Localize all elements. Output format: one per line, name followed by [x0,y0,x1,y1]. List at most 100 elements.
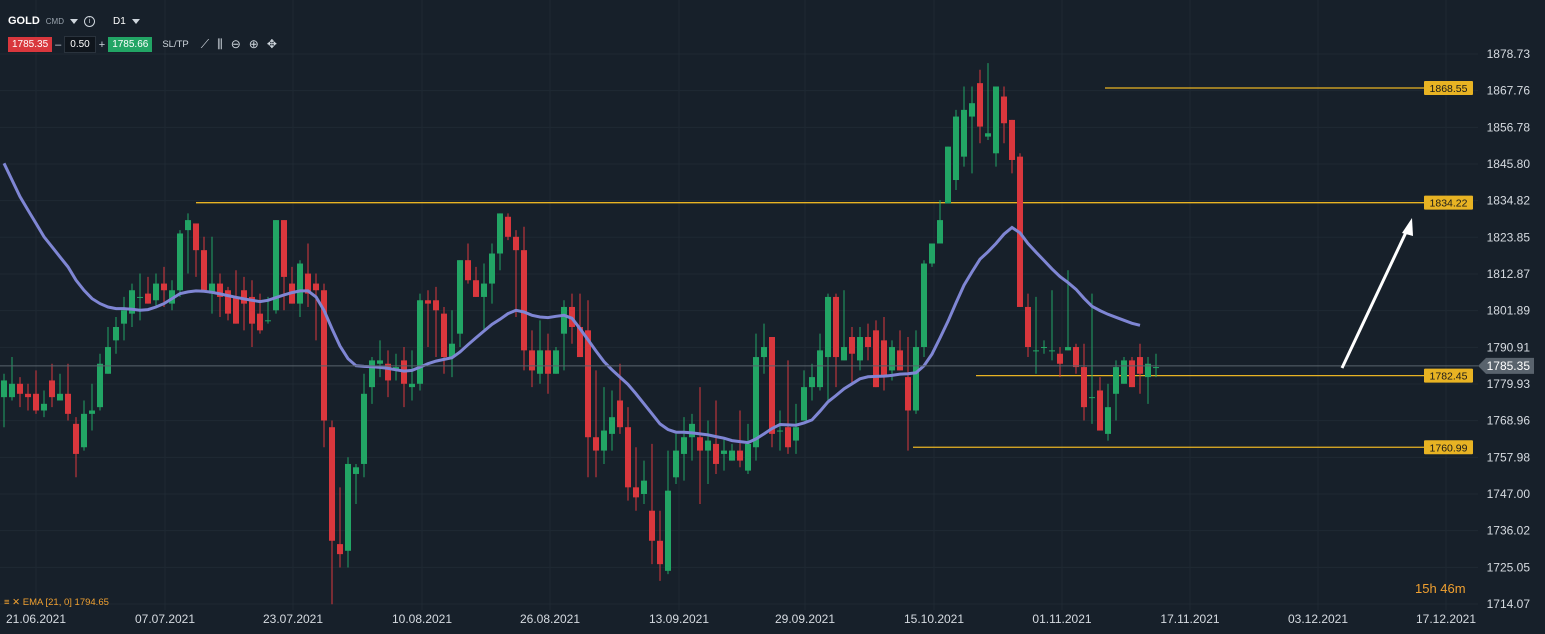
candle [257,293,263,334]
candle [153,273,159,307]
candle [121,296,127,341]
zoom-out-icon[interactable]: ⊖ [230,37,241,51]
candle [337,487,343,568]
candle [577,293,583,358]
candle [201,236,207,291]
candle [185,213,191,274]
candlesticks [1,63,1159,605]
candle [1113,360,1119,421]
info-icon[interactable]: i [84,15,95,27]
indicators-icon[interactable]: ⫼ [217,37,223,51]
candle [553,347,559,374]
level-line[interactable]: 1760.99 [913,440,1473,455]
candle [369,357,375,404]
candle [41,390,47,418]
x-tick-label: 07.07.2021 [135,612,195,626]
candle [1145,357,1151,404]
candle [1081,343,1087,421]
candle [113,316,119,354]
candle [929,243,935,267]
candle [105,326,111,374]
x-tick-label: 29.09.2021 [775,612,835,626]
candle [177,230,183,297]
candle [249,280,255,348]
increase-quantity-button[interactable]: + [98,38,106,51]
candle [513,230,519,317]
candle [1033,296,1039,374]
chart-type-icon[interactable]: ⟋ [200,37,210,51]
y-tick-label: 1878.73 [1487,47,1531,61]
level-line[interactable]: 1868.55 [1105,81,1473,96]
move-icon[interactable]: ✥ [266,37,277,51]
candle [841,290,847,361]
candle [801,370,807,421]
candle [985,63,991,140]
timeframe-selector[interactable]: D1 [113,15,126,27]
candle [57,373,63,401]
candle [241,276,247,331]
candle [481,263,487,331]
candle [25,383,31,411]
level-line[interactable]: 1782.45 [976,368,1473,383]
candle [81,400,87,451]
candle [905,337,911,451]
trade-panel: 1785.35 – 0.50 + 1785.66 SL/TP ⟋ ⫼ ⊖ ⊕ ✥ [8,36,277,53]
candle [921,260,927,358]
x-tick-label: 15.10.2021 [904,612,964,626]
x-tick-label: 21.06.2021 [6,612,66,626]
candle [681,417,687,481]
ema-legend[interactable]: ≡ ✕ EMA [21, 0] 1794.65 [4,597,109,608]
symbol-dropdown-icon[interactable] [70,18,78,24]
candle [865,323,871,361]
candle [585,300,591,478]
zoom-in-icon[interactable]: ⊕ [248,37,259,51]
candle [817,333,823,391]
candle [1041,340,1047,354]
x-tick-label: 26.08.2021 [520,612,580,626]
level-tag [1424,195,1473,210]
symbol-name[interactable]: GOLD [8,15,40,27]
decrease-quantity-button[interactable]: – [55,38,62,51]
candle [329,420,335,605]
ema-line [2,162,1141,445]
timeframe-dropdown-icon[interactable] [131,18,140,24]
y-tick-label: 1823.85 [1487,230,1531,244]
candle [169,280,175,311]
candle [1009,119,1015,174]
quantity-input[interactable]: 0.50 [64,36,96,53]
candle [657,510,663,581]
candle [545,333,551,394]
candle [377,340,383,378]
y-tick-label: 1736.02 [1487,524,1531,538]
candle [353,463,359,505]
candle [425,290,431,348]
candle [857,326,863,371]
candle [961,86,967,167]
level-line[interactable]: 1834.22 [196,195,1473,210]
candle [641,460,647,505]
buy-button[interactable]: 1785.66 [108,37,153,52]
candle [65,363,71,421]
candle [1025,293,1031,358]
level-tag-label: 1868.55 [1430,83,1468,95]
candle [1121,357,1127,384]
candle [953,109,959,191]
candle [1105,383,1111,441]
level-tag [1424,368,1473,383]
current-price-tag [1478,357,1534,374]
candle [521,226,527,371]
x-tick-label: 10.08.2021 [392,612,452,626]
y-tick-label: 1834.82 [1487,194,1531,208]
candle [673,433,679,484]
candle [393,353,399,381]
sell-button[interactable]: 1785.35 [8,37,53,52]
candle [777,410,783,451]
sltp-button[interactable]: SL/TP [162,39,189,50]
y-tick-label: 1867.76 [1487,84,1531,98]
x-tick-label: 01.11.2021 [1032,612,1091,626]
candle [313,273,319,341]
candle [785,360,791,454]
candle [633,447,639,511]
candle [849,326,855,384]
